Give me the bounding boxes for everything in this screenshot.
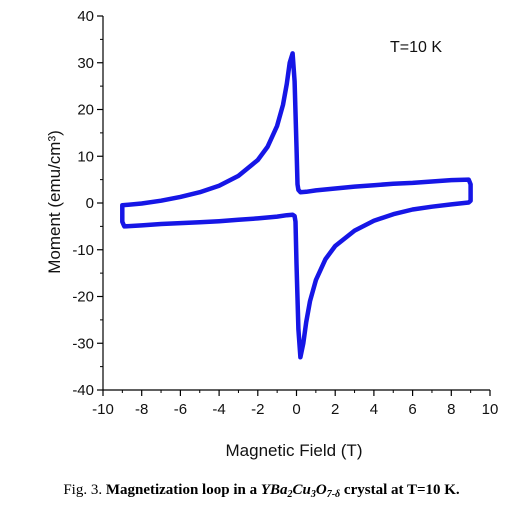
figure-caption: Fig. 3. Magnetization loop in a YBa2Cu3O…: [0, 482, 523, 500]
caption-lead: Magnetization loop in a: [105, 482, 261, 498]
y-tick-label: 40: [77, 8, 94, 25]
y-tick-label: 10: [77, 148, 94, 165]
x-tick-label: -10: [92, 401, 114, 418]
hysteresis-loop: [120, 51, 473, 360]
y-tick-label: -10: [72, 242, 94, 259]
y-tick-label: -40: [72, 382, 94, 399]
caption-formula: YBa2Cu3O7-δ: [260, 482, 341, 500]
x-tick-label: 10: [482, 401, 499, 418]
x-axis-title: Magnetic Field (T): [226, 441, 363, 460]
y-tick-label: 20: [77, 102, 94, 119]
x-tick-label: 2: [331, 401, 339, 418]
x-tick-label: 6: [408, 401, 416, 418]
y-axis-title: Moment (emu/cm³): [45, 130, 64, 274]
y-tick-label: 0: [86, 195, 94, 212]
y-tick-label: -30: [72, 335, 94, 352]
x-tick-label: -8: [135, 401, 148, 418]
y-tick-label: -20: [72, 289, 94, 306]
x-tick-label: 0: [292, 401, 300, 418]
x-tick-label: -2: [251, 401, 264, 418]
x-tick-label: 8: [447, 401, 455, 418]
x-tick-label: 4: [370, 401, 378, 418]
y-tick-label: 30: [77, 55, 94, 72]
x-tick-label: -4: [212, 401, 225, 418]
magnetization-curve: [120, 51, 473, 360]
caption-prefix: Fig. 3.: [63, 482, 106, 498]
magnetization-chart: -10 -8 -6 -4 -2 0 2 4 6 8 10-40-30-20-10010203040 …: [45, 8, 498, 460]
x-tick-label: -6: [174, 401, 187, 418]
temperature-annotation: T=10 K: [390, 39, 442, 56]
caption-tail: crystal at T=10 K.: [340, 482, 460, 498]
